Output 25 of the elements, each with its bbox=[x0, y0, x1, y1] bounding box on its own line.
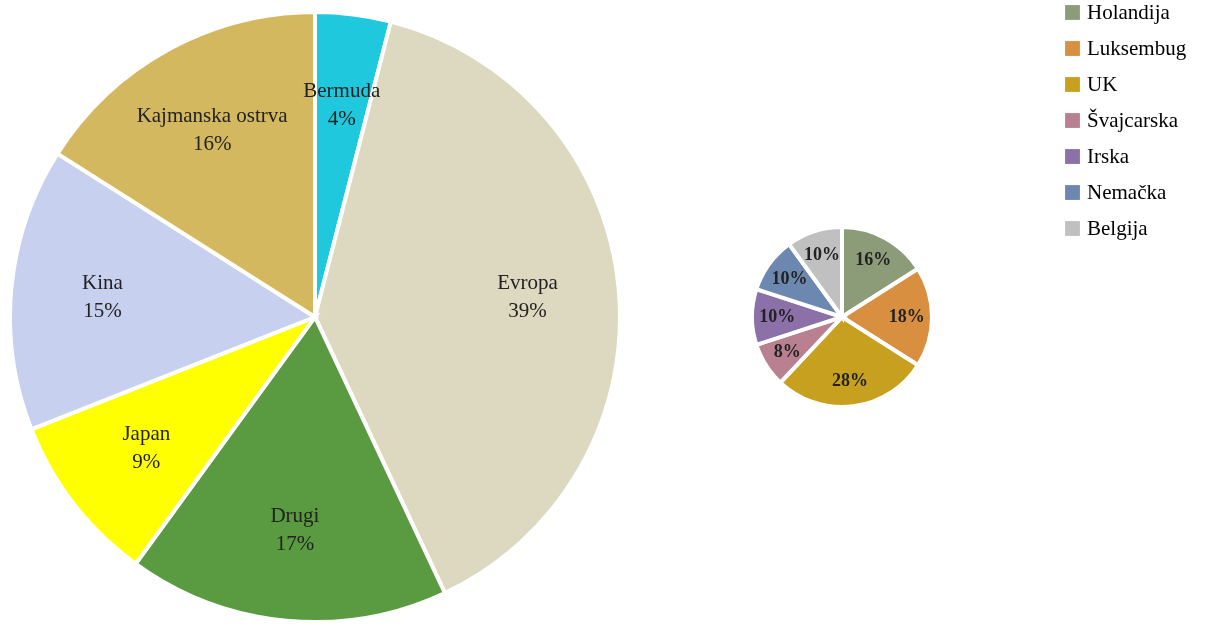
slice-label: Drugi bbox=[270, 502, 320, 527]
data-label: 18% bbox=[888, 306, 925, 326]
legend-label: Irska bbox=[1087, 143, 1130, 168]
legend-label: Holandija bbox=[1087, 0, 1171, 24]
data-label: 10% bbox=[759, 306, 796, 326]
data-label: 16% bbox=[855, 249, 892, 270]
legend-label: Švajcarska bbox=[1087, 107, 1179, 132]
data-label: 17% bbox=[275, 530, 315, 555]
data-label: 10% bbox=[771, 267, 808, 288]
slice-label: Kina bbox=[82, 269, 124, 294]
slice-label: Evropa bbox=[497, 269, 559, 294]
slice-label: Japan bbox=[122, 420, 171, 445]
data-label: 39% bbox=[508, 297, 547, 322]
data-label: 8% bbox=[773, 340, 801, 361]
legend-label: Nemačka bbox=[1087, 179, 1167, 204]
legend-label: Luksembug bbox=[1087, 35, 1187, 60]
data-label: 10% bbox=[803, 244, 840, 265]
data-label: 9% bbox=[132, 448, 161, 473]
legend-label: Belgija bbox=[1087, 215, 1149, 240]
data-label: 4% bbox=[327, 106, 356, 131]
data-label: 16% bbox=[192, 130, 232, 155]
data-label: 15% bbox=[83, 297, 122, 322]
slice-label: Kajmanska ostrva bbox=[136, 102, 289, 127]
data-label: 28% bbox=[832, 370, 869, 391]
legend-label: UK bbox=[1087, 71, 1118, 96]
